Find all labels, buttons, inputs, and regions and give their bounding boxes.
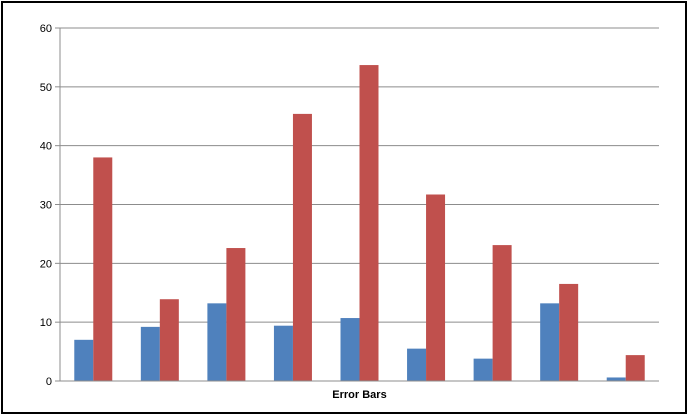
chart-frame: 0 10 20 30 40 50 60 Error Bars xyxy=(1,1,687,414)
bar-series1-cat3 xyxy=(207,303,227,381)
y-tick-label: 40 xyxy=(40,141,52,153)
bar-series2-cat8 xyxy=(559,283,579,381)
bar-chart: 0 10 20 30 40 50 60 Error Bars xyxy=(40,23,659,401)
bar-series2-cat7 xyxy=(492,245,512,381)
y-tick-label: 60 xyxy=(40,23,52,35)
bar-series1-cat2 xyxy=(140,326,160,381)
y-tick-label: 30 xyxy=(40,200,52,212)
y-tick-label: 10 xyxy=(40,317,52,329)
bars xyxy=(74,65,645,381)
bar-series1-cat9 xyxy=(606,377,626,381)
bar-series2-cat2 xyxy=(159,299,179,381)
bar-series2-cat6 xyxy=(426,194,446,381)
bar-series1-cat4 xyxy=(273,325,293,381)
x-axis-label: Error Bars xyxy=(332,389,386,401)
bar-series1-cat1 xyxy=(74,339,94,381)
bar-series2-cat1 xyxy=(93,157,113,381)
bar-series2-cat9 xyxy=(625,355,645,381)
y-tick-label: 50 xyxy=(40,82,52,94)
bar-series2-cat5 xyxy=(359,65,379,381)
y-tick-label: 0 xyxy=(46,376,52,388)
y-tick-label: 20 xyxy=(40,258,52,270)
bar-series2-cat4 xyxy=(292,113,312,381)
bar-series1-cat7 xyxy=(473,358,493,381)
bar-series2-cat3 xyxy=(226,248,246,381)
y-axis-ticks: 0 10 20 30 40 50 60 xyxy=(40,23,61,388)
bar-series1-cat6 xyxy=(407,348,427,381)
bar-series1-cat5 xyxy=(340,318,360,381)
bar-series1-cat8 xyxy=(540,303,560,381)
